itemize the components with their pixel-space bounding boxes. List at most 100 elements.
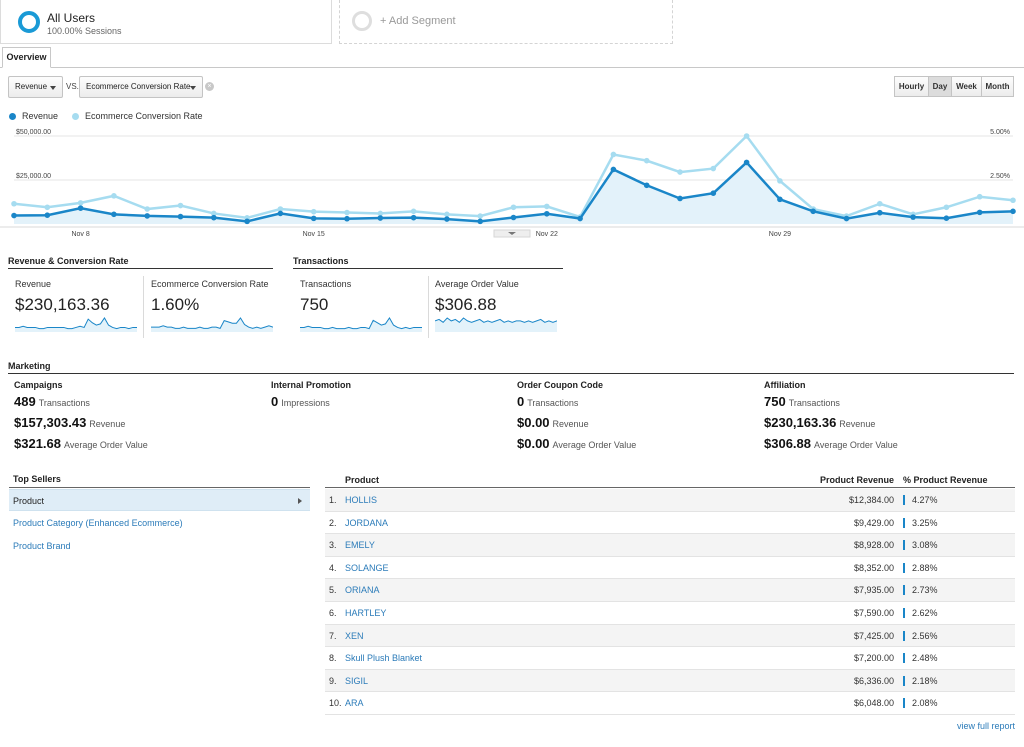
sparkline-line [15,317,137,330]
rev-conv-heading: Revenue & Conversion Rate [8,256,273,269]
tab-overview[interactable]: Overview [2,47,51,68]
metric-value: 0 [271,394,279,409]
top-sellers-product-brand[interactable]: Product Brand [13,541,71,551]
product-link[interactable]: SOLANGE [345,562,389,573]
kpi-revenue[interactable]: Revenue $230,163.36 [8,276,143,338]
table-row: 1. HOLLIS $12,384.00 4.27% [325,489,1015,512]
metric-label: Transactions [788,398,840,408]
pct-bar [903,495,905,505]
conversion-rate-point [643,157,650,164]
metric-value: $306.88 [764,436,811,451]
col-header-pct-product-revenue[interactable]: % Product Revenue [903,475,988,485]
top-sellers-product-category[interactable]: Product Category (Enhanced Ecommerce) [13,518,183,528]
add-segment-button[interactable]: + Add Segment [339,0,673,44]
conversion-rate-point [877,200,883,207]
conversion-rate-point [943,204,950,211]
y-right-tick-label: 2.50% [990,173,1010,180]
conversion-rate-point [310,208,317,215]
sparkline-line [300,317,422,330]
metric2-dropdown[interactable]: Ecommerce Conversion Rate [79,76,203,98]
col-header-product[interactable]: Product [345,475,380,485]
kpi-label: Revenue [15,279,52,289]
day-button[interactable]: Day [928,76,952,97]
week-button[interactable]: Week [951,76,982,97]
hourly-button[interactable]: Hourly [894,76,929,97]
revenue-point [244,218,250,225]
revenue-point [877,209,883,216]
kpi-transactions[interactable]: Transactions 750 [293,276,428,338]
pct-bar [903,675,905,686]
product-pct: 2.62% [912,608,938,618]
table-row: 10. ARA $6,048.00 2.08% [325,692,1015,715]
revenue-point [310,215,317,222]
metric-label: Average Order Value [64,440,148,450]
conversion-rate-point [77,200,84,206]
revenue-line [13,160,1014,223]
segment-all-users[interactable]: All Users 100.00% Sessions [0,0,332,44]
top-sellers-product[interactable]: Product [9,489,310,511]
conversion-rate-point [477,213,484,219]
product-link[interactable]: ORIANA [345,585,380,596]
revenue-point [743,159,750,166]
pct-bar [903,562,905,573]
metric-value: $0.00 [517,415,550,430]
product-link[interactable]: XEN [345,630,364,641]
sparkline-area [151,318,273,332]
revenue-point [144,213,150,219]
product-revenue: $8,928.00 [853,540,894,551]
table-row: 9. SIGIL $6,336.00 2.18% [325,669,1015,693]
metric-value: $321.68 [14,436,61,451]
revenue-point [410,214,417,221]
revenue-area [14,162,1013,224]
product-link[interactable]: HARTLEY [345,608,387,618]
metric-value: $157,303.43 [14,415,87,430]
conversion-rate-point [976,193,983,200]
metric-value: $0.00 [517,436,550,451]
conversion-rate-point [610,151,617,158]
product-link[interactable]: SIGIL [345,675,369,686]
col-header-product-revenue[interactable]: Product Revenue [819,475,894,485]
product-pct: 2.08% [912,698,938,709]
revenue-point [810,208,816,215]
metric-label: Revenue [552,419,589,429]
kpi-conversion[interactable]: Ecommerce Conversion Rate 1.60% [144,276,279,338]
product-pct: 3.08% [912,540,938,551]
conversion-rate-point [111,193,117,199]
metric1-dropdown[interactable]: Revenue [8,76,63,98]
product-revenue: $6,336.00 [853,675,894,686]
table-row: 6. HARTLEY $7,590.00 2.62% [325,602,1015,625]
kpi-avg-order-value[interactable]: Average Order Value $306.88 [428,276,563,338]
pct-bar [903,517,905,528]
row-rank: 8. [329,653,337,664]
table-row: 8. Skull Plush Blanket $7,200.00 2.48% [325,647,1015,670]
product-pct: 4.27% [912,495,938,505]
pct-bar [903,585,905,596]
empty-segment-ring-icon [352,11,372,31]
kpi-label: Transactions [300,279,352,289]
product-link[interactable]: HOLLIS [345,495,378,505]
row-rank: 4. [329,562,337,573]
product-link[interactable]: Skull Plush Blanket [345,653,423,664]
x-tick-label: Nov 29 [769,231,791,238]
revenue-point [677,195,683,202]
clear-metric-icon[interactable]: × [205,82,214,91]
table-row: 2. JORDANA $9,429.00 3.25% [325,512,1015,535]
metric1-label: Revenue [15,82,48,91]
top-sellers-heading: Top Sellers [9,474,310,488]
revenue-point [710,190,717,196]
metric-value: 750 [764,394,786,409]
product-link[interactable]: ARA [345,698,364,709]
kpi-value: $230,163.36 [15,295,110,314]
view-full-report-link[interactable]: view full report [956,721,1015,731]
product-revenue: $7,425.00 [853,630,894,641]
pct-bar [903,540,905,551]
product-link[interactable]: EMELY [345,540,375,551]
marketing-col-title: Order Coupon Code [517,380,603,390]
table-row: 4. SOLANGE $8,352.00 2.88% [325,557,1015,580]
revenue-point [377,215,384,221]
metric-label: Impressions [281,398,330,408]
product-link[interactable]: JORDANA [345,517,389,528]
kpi-value: $306.88 [435,295,497,314]
month-button[interactable]: Month [981,76,1014,97]
metric-label: Revenue [89,419,126,429]
